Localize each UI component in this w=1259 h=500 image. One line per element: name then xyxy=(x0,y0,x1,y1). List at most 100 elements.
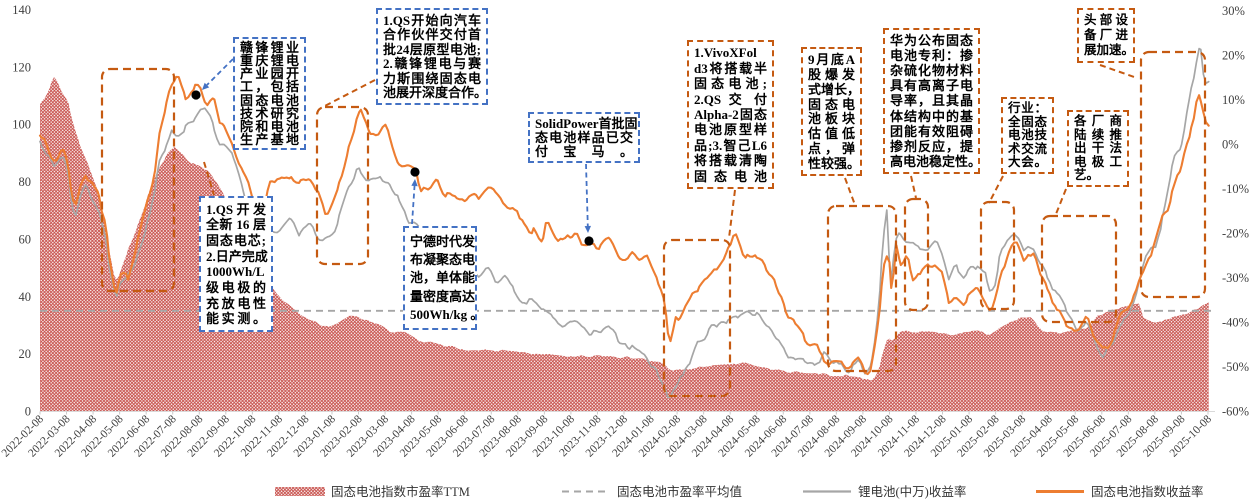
callout-line: 股爆发 xyxy=(808,66,855,82)
highlight-rect xyxy=(903,197,930,312)
callout-line: 2.日产完成 xyxy=(206,248,268,264)
callout-line: 1.QS开始向汽车 xyxy=(383,12,481,28)
callout-line: 团能有效阻碍 xyxy=(890,123,973,139)
callout-vivo-qs-zhiji: 1.VivoXFol d3将搭载半 固态电池; 2.QS 交 付 Alpha-2固态 电池… xyxy=(687,40,774,189)
callout-line: 池，单体能 xyxy=(410,270,476,286)
callout-ganfeng-chongqing: 赣锋锂业 重庆锂电 产业园开 工，包括 固态电池 技术研究 院和电池 生产基地 xyxy=(233,37,306,150)
callout-line: 池展开深度合作。 xyxy=(383,85,488,101)
legend-item: 锂电池(中万)收益率 xyxy=(802,481,966,500)
callout-line: 备厂进 xyxy=(1084,28,1128,43)
callout-line: 力斯围绕固态电 xyxy=(383,70,481,86)
callout-line: 大会。 xyxy=(1008,155,1047,170)
right-axis-label: 10% xyxy=(1222,93,1245,107)
callout-line: 合作伙伴交付首 xyxy=(383,27,481,43)
highlight-rect xyxy=(100,67,176,293)
highlight-rect xyxy=(1139,50,1207,299)
event-arrowhead xyxy=(584,225,591,233)
callout-line: 各厂商 xyxy=(1074,114,1122,129)
legend-label: 锂电池(中万)收益率 xyxy=(858,485,967,499)
event-dot xyxy=(191,90,201,100)
right-axis-label: -30% xyxy=(1222,271,1249,285)
event-arrow xyxy=(206,58,234,86)
right-axis-label: -20% xyxy=(1222,227,1249,241)
legend-swatch-pattern xyxy=(275,486,325,496)
callout-line: 级电极的 xyxy=(206,279,266,295)
callout-line: 赣锋锂业 xyxy=(240,40,299,56)
callout-line: 电极工 xyxy=(1074,154,1122,169)
right-axis-label: -40% xyxy=(1222,316,1249,330)
callout-line: 固态电池 xyxy=(694,168,767,184)
callout-line: 固态电芯; xyxy=(206,232,266,248)
callout-line: 宁德时代发 xyxy=(410,234,476,250)
callout-connector xyxy=(320,79,376,109)
callout-line: 式增长， xyxy=(808,81,861,97)
callout-equipment-accelerate: 头部设 备厂进 展加速。 xyxy=(1077,8,1135,63)
callout-line: 批24层原型电池; xyxy=(383,41,481,57)
legend-swatch-dashes xyxy=(562,490,610,492)
callout-line: 展加速。 xyxy=(1084,43,1135,58)
callout-connector xyxy=(1055,188,1067,215)
callout-line: 出干法 xyxy=(1074,141,1122,156)
right-axis-label: -10% xyxy=(1222,182,1249,196)
callout-qs-24layer: 1.QS开始向汽车 合作伙伴交付首 批24层原型电池; 2.赣锋锂电与赛 力斯围绕固态电… xyxy=(376,8,488,105)
callout-line: 布凝聚态电 xyxy=(410,252,476,268)
callout-line: 固态电池; xyxy=(694,76,767,92)
right-axis-label: 0% xyxy=(1222,138,1239,152)
event-arrowhead xyxy=(202,82,210,90)
callout-sept-a-share: 9月底A 股爆发 式增长， 固态电 池板块 估值低 点，弹 性较强。 xyxy=(801,47,862,176)
highlight-rect xyxy=(826,204,898,373)
left-axis-label: 100 xyxy=(12,118,31,132)
left-axis-label: 120 xyxy=(12,60,31,74)
left-axis-label: 60 xyxy=(19,232,32,246)
callout-line: 2.QS 交 付 xyxy=(694,91,767,107)
highlight-rect xyxy=(315,105,370,266)
legend-swatch-orange_line xyxy=(1036,489,1084,493)
callout-connector xyxy=(1099,64,1138,79)
callout-line: 能实测。 xyxy=(206,311,266,327)
callout-line: 艺。 xyxy=(1074,168,1100,183)
event-arrow xyxy=(411,185,416,225)
left-axis-label: 40 xyxy=(19,290,32,304)
callout-line: 行业： xyxy=(1008,101,1047,116)
left-axis-label: 0 xyxy=(25,405,31,419)
legend-item: 固态电池指数市盈率TTM xyxy=(275,481,470,500)
callout-huawei-patent: 华为公布固态 电池专利：掺 杂硫化物材料 具有高离子电 导率，且其晶 体结构中的基 团能有效… xyxy=(883,28,982,174)
right-axis-label: -60% xyxy=(1222,405,1249,419)
callout-connector xyxy=(203,161,215,196)
event-arrow xyxy=(585,163,589,227)
callout-catl-condensed: 宁德时代发 布凝聚态电 池，单体能 量密度高达 500Wh/kg 。 xyxy=(403,226,484,330)
right-axis-label: -50% xyxy=(1222,360,1249,374)
callout-line: 付宝马。 xyxy=(535,144,633,159)
callout-line: 高电池稳定性。 xyxy=(890,153,982,169)
callout-line: 500Wh/kg 。 xyxy=(410,306,484,322)
callout-line: 生产基地 xyxy=(240,131,299,147)
callout-line: 全固态 xyxy=(1008,114,1047,129)
callout-line: 华为公布固态 xyxy=(890,33,973,49)
callout-line: 院和电池 xyxy=(240,118,299,134)
callout-line: 1.QS 开 发 xyxy=(206,201,266,217)
callout-dry-electrode: 各厂商 陆续推 出干法 电极工 艺。 xyxy=(1067,110,1129,187)
callout-connector xyxy=(728,189,736,239)
callout-line: 体结构中的基 xyxy=(890,108,973,124)
callout-line: 品;3.智己L6 xyxy=(694,137,767,153)
callout-line: 电池原型样 xyxy=(694,122,767,138)
event-arrowhead xyxy=(411,179,418,187)
callout-connector xyxy=(844,177,856,206)
highlight-rect xyxy=(1040,214,1118,324)
callout-line: 术交流 xyxy=(1008,141,1047,156)
callout-line: 杂硫化物材料 xyxy=(890,63,973,79)
event-dot xyxy=(410,167,420,177)
callout-line: 池板块 xyxy=(808,111,855,127)
legend-label: 固态电池指数收益率 xyxy=(1091,485,1204,499)
right-axis-label: 20% xyxy=(1222,49,1245,63)
left-axis-label: 80 xyxy=(19,175,32,189)
legend-label: 固态电池市盈率平均值 xyxy=(617,485,743,499)
callout-line: 掺剂反应，提 xyxy=(890,138,973,154)
callout-line: 1.VivoXFol xyxy=(694,45,757,61)
pe-ttm-area xyxy=(40,77,1209,412)
callout-line: 点，弹 xyxy=(808,141,855,157)
callout-connector xyxy=(910,175,917,199)
